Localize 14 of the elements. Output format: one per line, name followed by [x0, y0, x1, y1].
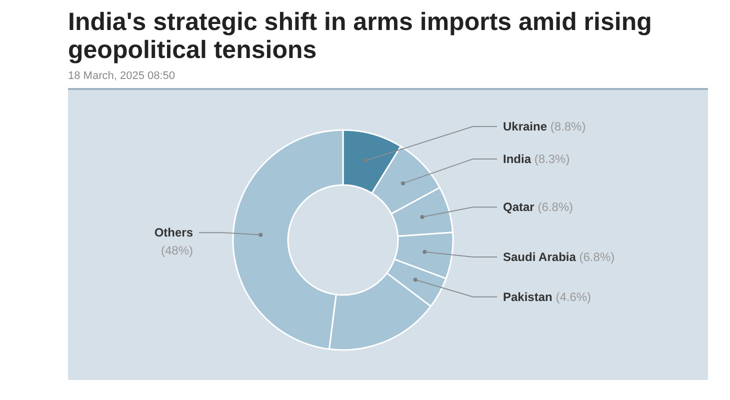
slice-label: Others	[154, 226, 194, 240]
data-label: (8.3%)	[531, 152, 570, 166]
data-label: (6.8%)	[534, 200, 574, 214]
data-label: (4.6%)	[552, 290, 592, 304]
data-label: (8.8%)	[547, 119, 586, 134]
slice-label: Qatar	[503, 200, 535, 214]
slice-label: Pakistan	[503, 290, 552, 304]
slice-label: India	[503, 152, 532, 166]
data-label: (48%)	[160, 244, 193, 258]
slice-label: Saudi Arabia	[503, 250, 576, 264]
text: 18 March, 2025 08:50	[68, 70, 176, 82]
slice-label: Ukraine	[503, 119, 548, 134]
data-label: (6.8%)	[576, 250, 615, 264]
chart-title: India's strategic shift in arms imports amid rising geopolitical tensions	[68, 8, 653, 64]
